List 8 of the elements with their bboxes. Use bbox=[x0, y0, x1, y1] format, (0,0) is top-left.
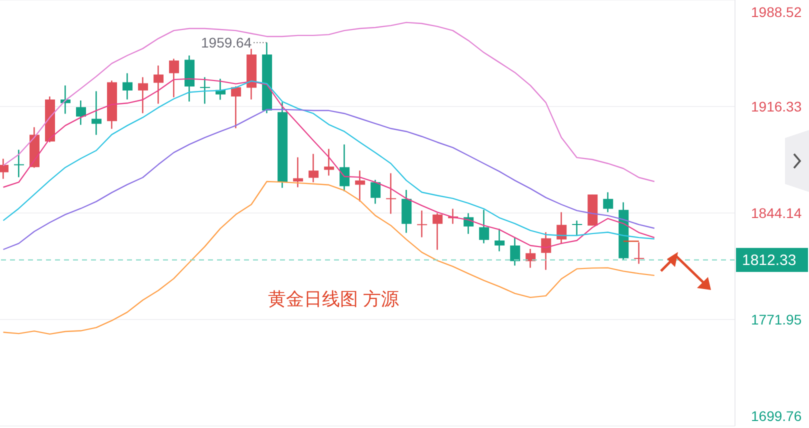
ref-line-label: 1812.33 bbox=[742, 252, 796, 269]
y-tick-label: 1844.14 bbox=[751, 205, 802, 221]
y-tick-label: 1699.76 bbox=[751, 408, 802, 424]
y-tick-label: 1988.52 bbox=[751, 4, 802, 20]
text: 黄金日线图 方源 bbox=[268, 288, 400, 311]
y-tick-label: 1916.33 bbox=[751, 98, 802, 114]
y-tick-label: 1771.95 bbox=[751, 312, 802, 328]
annotation: 1959.64 bbox=[201, 34, 252, 51]
